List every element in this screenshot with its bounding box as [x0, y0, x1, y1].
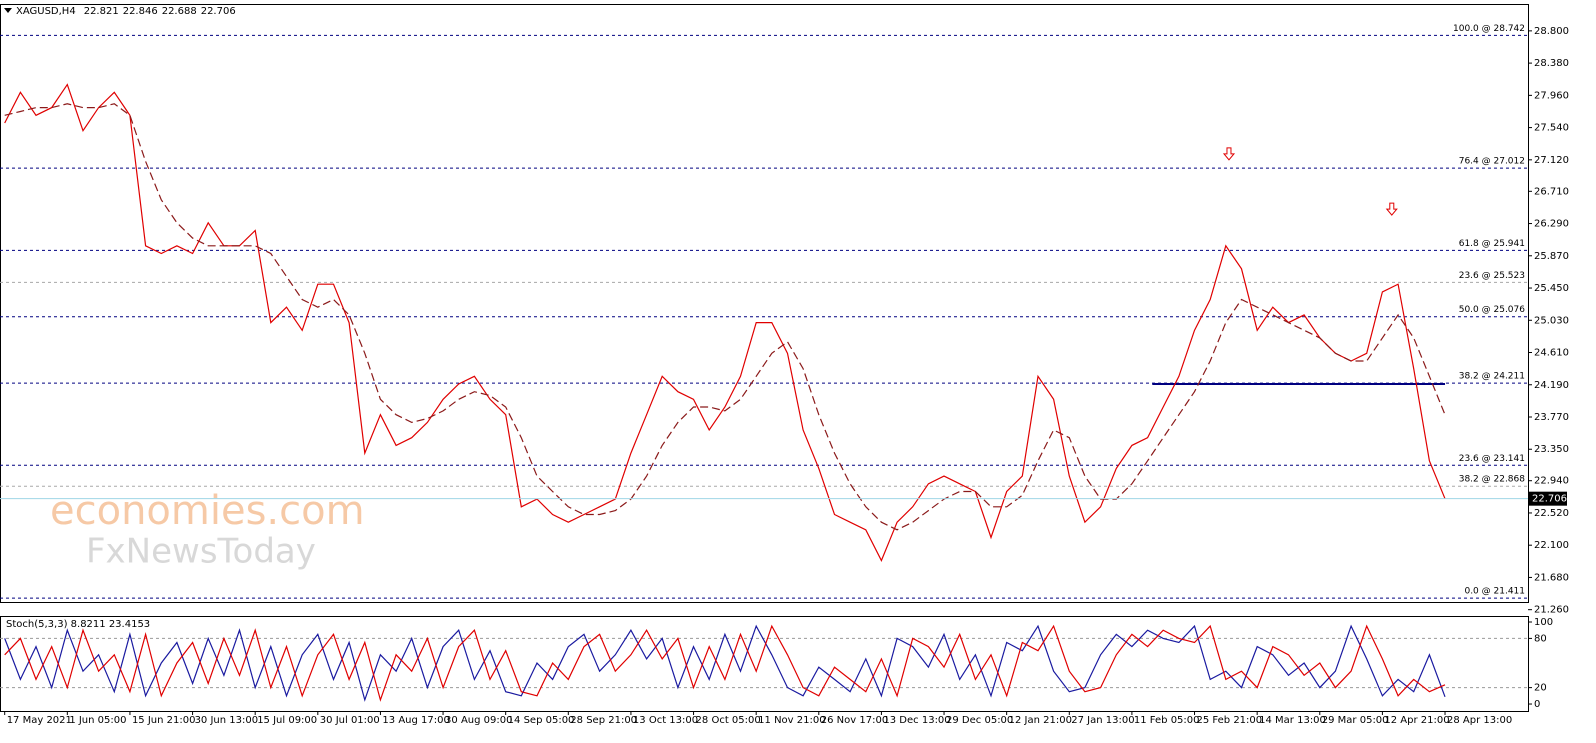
x-tick-label: 13 Dec 13:00: [883, 715, 950, 726]
low: 22.688: [162, 6, 197, 17]
x-tick-label: 25 Feb 21:00: [1197, 715, 1263, 726]
y-tick-label: 21.680: [1534, 572, 1569, 583]
y-tick-label: 80: [1534, 633, 1547, 644]
x-tick-label: 13 Oct 13:00: [633, 715, 698, 726]
fib-label: 50.0 @ 25.076: [1459, 305, 1526, 315]
x-tick-label: 12 Jan 21:00: [1009, 715, 1072, 726]
x-tick-label: 14 Sep 05:00: [508, 715, 575, 726]
y-tick-label: 25.450: [1534, 283, 1569, 294]
symbol: XAGUSD,H4: [16, 6, 76, 17]
fib-label: 61.8 @ 25.941: [1459, 239, 1525, 249]
y-tick-label: 26.290: [1534, 219, 1569, 230]
x-tick-label: 17 May 2021: [7, 715, 72, 726]
series-line: [4, 624, 1446, 702]
fib-label: 76.4 @ 27.012: [1459, 157, 1525, 167]
x-tick-label: 30 Aug 09:00: [445, 715, 512, 726]
x-tick-label: 30 Jul 01:00: [320, 715, 380, 726]
y-tick-label: 22.520: [1534, 508, 1569, 519]
y-tick-label: 25.870: [1534, 251, 1569, 262]
x-tick-label: 28 Oct 05:00: [696, 715, 761, 726]
y-tick-label: 27.120: [1534, 155, 1569, 166]
open: 22.821: [84, 6, 119, 17]
x-tick-label: 29 Mar 05:00: [1322, 715, 1389, 726]
y-tick-label: 24.190: [1534, 380, 1569, 391]
series-line: [4, 624, 1446, 702]
x-tick-label: 28 Sep 21:00: [570, 715, 637, 726]
x-tick-label: 29 Dec 05:00: [946, 715, 1013, 726]
x-tick-label: 30 Jun 13:00: [195, 715, 259, 726]
fib-label: 23.6 @ 23.141: [1459, 454, 1525, 464]
close: 22.706: [201, 6, 236, 17]
x-tick-label: 11 Nov 21:00: [758, 715, 825, 726]
y-tick-label: 25.030: [1534, 315, 1569, 326]
arrow-marker: [1385, 202, 1398, 216]
high: 22.846: [123, 6, 158, 17]
watermark: economies.com: [50, 488, 365, 534]
y-tick-label: 22.100: [1534, 540, 1569, 551]
x-tick-label: 27 Jan 13:00: [1071, 715, 1134, 726]
menu-triangle: [4, 8, 12, 13]
y-tick-label: 0: [1534, 699, 1540, 710]
y-tick-label: 27.960: [1534, 90, 1569, 101]
y-tick-label: 28.800: [1534, 26, 1569, 37]
arrow-marker: [1222, 147, 1236, 161]
fib-label: 38.2 @ 22.868: [1459, 475, 1526, 485]
watermark: FxNewsToday: [86, 532, 316, 572]
last-price-label: 22.706: [1532, 494, 1567, 505]
x-tick-label: 26 Nov 17:00: [821, 715, 888, 726]
y-tick-label: 20: [1534, 683, 1547, 694]
x-tick-label: 11 Feb 05:00: [1134, 715, 1200, 726]
fib-label: 100.0 @ 28.742: [1453, 24, 1525, 34]
x-tick-label: 1 Jun 05:00: [69, 715, 126, 726]
y-tick-label: 23.350: [1534, 444, 1569, 455]
x-tick-label: 15 Jun 21:00: [132, 715, 196, 726]
y-tick-label: 28.380: [1534, 58, 1569, 69]
y-tick-label: 22.940: [1534, 476, 1569, 487]
y-tick-label: 100: [1534, 617, 1553, 628]
stoch-title: Stoch(5,3,3) 8.8211 23.4153: [6, 619, 150, 630]
fib-label: 38.2 @ 24.211: [1459, 372, 1525, 382]
fib-label: 23.6 @ 25.523: [1459, 271, 1525, 281]
main-pane: [0, 4, 1529, 603]
y-tick-label: 27.540: [1534, 123, 1569, 134]
x-tick-label: 15 Jul 09:00: [257, 715, 317, 726]
last-price-box: [1529, 491, 1567, 506]
series-line: [4, 83, 1446, 562]
y-tick-label: 26.710: [1534, 186, 1569, 197]
symbol-header: XAGUSD,H4 22.821 22.846 22.688 22.706: [16, 6, 236, 17]
x-tick-label: 28 Apr 13:00: [1447, 715, 1512, 726]
x-tick-label: 13 Aug 17:00: [382, 715, 449, 726]
stoch-pane: [0, 616, 1529, 712]
y-tick-label: 21.260: [1534, 605, 1569, 616]
y-tick-label: 24.610: [1534, 348, 1569, 359]
y-tick-label: 23.770: [1534, 412, 1569, 423]
x-tick-label: 14 Mar 13:00: [1259, 715, 1326, 726]
x-tick-label: 12 Apr 21:00: [1384, 715, 1449, 726]
series-line: [4, 103, 1446, 531]
fib-label: 0.0 @ 21.411: [1464, 587, 1525, 597]
